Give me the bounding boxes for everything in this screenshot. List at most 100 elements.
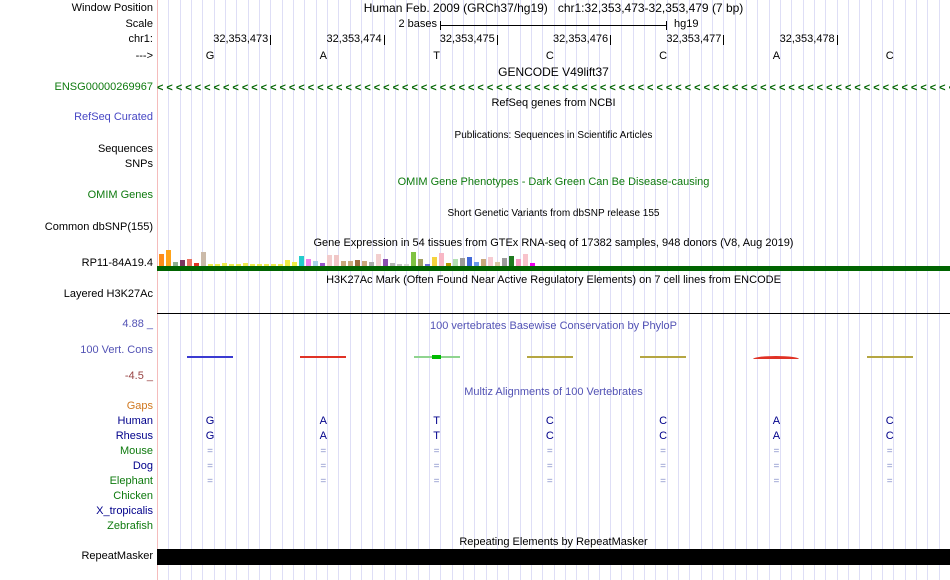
gtex-tissue-bar[interactable] bbox=[474, 262, 479, 266]
sequence-base: C bbox=[545, 50, 554, 62]
conservation-y-max: 4.88 _ bbox=[122, 318, 153, 330]
species-label-gaps[interactable]: Gaps bbox=[126, 400, 153, 412]
gtex-tissue-bar[interactable] bbox=[236, 264, 241, 266]
gtex-tissue-bar[interactable] bbox=[411, 252, 416, 266]
gtex-tissue-bar[interactable] bbox=[201, 252, 206, 266]
gtex-tissue-bar[interactable] bbox=[208, 264, 213, 266]
left-boundary-guide bbox=[157, 0, 158, 580]
gtex-tissue-bar[interactable] bbox=[383, 259, 388, 266]
gtex-tissue-bar[interactable] bbox=[264, 264, 269, 266]
gtex-tissue-bar[interactable] bbox=[390, 263, 395, 266]
track-label-h3k27ac[interactable]: Layered H3K27Ac bbox=[63, 288, 153, 300]
gtex-tissue-bar[interactable] bbox=[362, 261, 367, 266]
gtex-tissue-bar[interactable] bbox=[194, 263, 199, 266]
gtex-tissue-bar[interactable] bbox=[250, 264, 255, 266]
conservation-mark[interactable] bbox=[526, 356, 573, 358]
track-label-repeatmasker[interactable]: RepeatMasker bbox=[81, 550, 153, 562]
gtex-tissue-bar[interactable] bbox=[299, 256, 304, 266]
gtex-tissue-bar[interactable] bbox=[530, 263, 535, 266]
gtex-tissue-bar[interactable] bbox=[439, 253, 444, 266]
gtex-tissue-bar[interactable] bbox=[173, 262, 178, 266]
gtex-tissue-bar[interactable] bbox=[222, 263, 227, 266]
gtex-tissue-bar[interactable] bbox=[313, 261, 318, 266]
alignment-cell: C bbox=[885, 430, 894, 442]
species-label-zebrafish[interactable]: Zebrafish bbox=[107, 520, 153, 532]
gtex-tissue-bar[interactable] bbox=[418, 259, 423, 266]
track-label-snps[interactable]: SNPs bbox=[124, 158, 153, 170]
gtex-tissue-bar[interactable] bbox=[187, 259, 192, 266]
gtex-tissue-bar[interactable] bbox=[495, 262, 500, 266]
track-label-conservation[interactable]: 100 Vert. Cons bbox=[80, 344, 153, 356]
gtex-tissue-bar[interactable] bbox=[446, 263, 451, 266]
species-label-elephant[interactable]: Elephant bbox=[109, 475, 153, 487]
alignment-cell: = bbox=[546, 476, 553, 487]
gtex-tissue-bar[interactable] bbox=[334, 255, 339, 266]
gridline bbox=[553, 0, 555, 580]
gridline bbox=[802, 0, 804, 580]
alignment-cell: = bbox=[433, 461, 440, 472]
species-label-mouse[interactable]: Mouse bbox=[119, 445, 153, 457]
gridline bbox=[938, 0, 940, 580]
conservation-mark[interactable] bbox=[753, 356, 800, 359]
gtex-tissue-bar[interactable] bbox=[166, 250, 171, 266]
conservation-mark[interactable] bbox=[640, 356, 687, 358]
gridline bbox=[870, 0, 872, 580]
species-label-dog[interactable]: Dog bbox=[132, 460, 153, 472]
gtex-tissue-bar[interactable] bbox=[432, 257, 437, 266]
gtex-tissue-bar[interactable] bbox=[278, 264, 283, 266]
repeatmasker-bar[interactable] bbox=[157, 549, 950, 565]
gtex-tissue-bar[interactable] bbox=[467, 257, 472, 266]
track-label-refseq[interactable]: RefSeq Curated bbox=[74, 111, 153, 123]
conservation-mark[interactable] bbox=[300, 356, 347, 358]
gtex-tissue-bar[interactable] bbox=[257, 264, 262, 266]
gtex-tissue-bar[interactable] bbox=[376, 254, 381, 266]
gridline bbox=[360, 0, 362, 580]
gtex-tissue-bar[interactable] bbox=[404, 264, 409, 266]
species-label-x_tropicalis[interactable]: X_tropicalis bbox=[96, 505, 153, 517]
track-label-sequences[interactable]: Sequences bbox=[97, 143, 153, 155]
alignment-cell: = bbox=[433, 476, 440, 487]
track-label-omim[interactable]: OMIM Genes bbox=[87, 189, 153, 201]
gridline bbox=[519, 0, 521, 580]
gtex-tissue-bar[interactable] bbox=[453, 259, 458, 266]
alignment-cell: A bbox=[772, 430, 781, 442]
conservation-mark-center bbox=[431, 355, 441, 359]
gtex-tissue-bar[interactable] bbox=[243, 263, 248, 266]
gtex-tissue-bar[interactable] bbox=[516, 259, 521, 266]
conservation-mark[interactable] bbox=[187, 356, 233, 358]
gtex-tissue-bar[interactable] bbox=[397, 264, 402, 266]
gtex-tissue-bar[interactable] bbox=[215, 264, 220, 266]
gtex-tissue-bar[interactable] bbox=[159, 254, 164, 266]
gtex-tissue-bar[interactable] bbox=[341, 261, 346, 266]
species-label-human[interactable]: Human bbox=[117, 415, 153, 427]
conservation-mark[interactable] bbox=[413, 355, 460, 359]
track-label-gtex-gene[interactable]: RP11-84A19.4 bbox=[81, 257, 153, 269]
gtex-tissue-bar[interactable] bbox=[320, 263, 325, 266]
species-label-chicken[interactable]: Chicken bbox=[113, 490, 153, 502]
gtex-tissue-bar[interactable] bbox=[509, 256, 514, 266]
gtex-tissue-bar[interactable] bbox=[229, 264, 234, 266]
gtex-tissue-bar[interactable] bbox=[369, 262, 374, 266]
gtex-tissue-bar[interactable] bbox=[327, 255, 332, 266]
gtex-tissue-bar[interactable] bbox=[306, 259, 311, 266]
gtex-tissue-bar[interactable] bbox=[271, 264, 276, 266]
gtex-tissue-bar[interactable] bbox=[180, 260, 185, 266]
gtex-gene-bar[interactable] bbox=[157, 266, 950, 271]
alignment-cell: = bbox=[886, 476, 893, 487]
track-label-dbsnp[interactable]: Common dbSNP(155) bbox=[44, 221, 153, 233]
gencode-gene-arrows[interactable]: <<<<<<<<<<<<<<<<<<<<<<<<<<<<<<<<<<<<<<<<… bbox=[157, 82, 950, 94]
gtex-tissue-bar[interactable] bbox=[460, 258, 465, 266]
gtex-tissue-bar[interactable] bbox=[481, 259, 486, 266]
gtex-tissue-bar[interactable] bbox=[348, 261, 353, 266]
gtex-tissue-bar[interactable] bbox=[285, 260, 290, 266]
gtex-tissue-bar[interactable] bbox=[292, 262, 297, 266]
track-label-gencode-gene[interactable]: ENSG00000269967 bbox=[54, 81, 153, 93]
gtex-tissue-bar[interactable] bbox=[425, 264, 430, 266]
gtex-tissue-bar[interactable] bbox=[523, 254, 528, 266]
conservation-mark[interactable] bbox=[866, 356, 913, 358]
gtex-tissue-bar[interactable] bbox=[355, 260, 360, 266]
species-label-rhesus[interactable]: Rhesus bbox=[115, 430, 153, 442]
ruler-coordinate: 32,353,473 bbox=[213, 33, 269, 45]
gtex-tissue-bar[interactable] bbox=[488, 257, 493, 266]
gtex-tissue-bar[interactable] bbox=[502, 258, 507, 266]
